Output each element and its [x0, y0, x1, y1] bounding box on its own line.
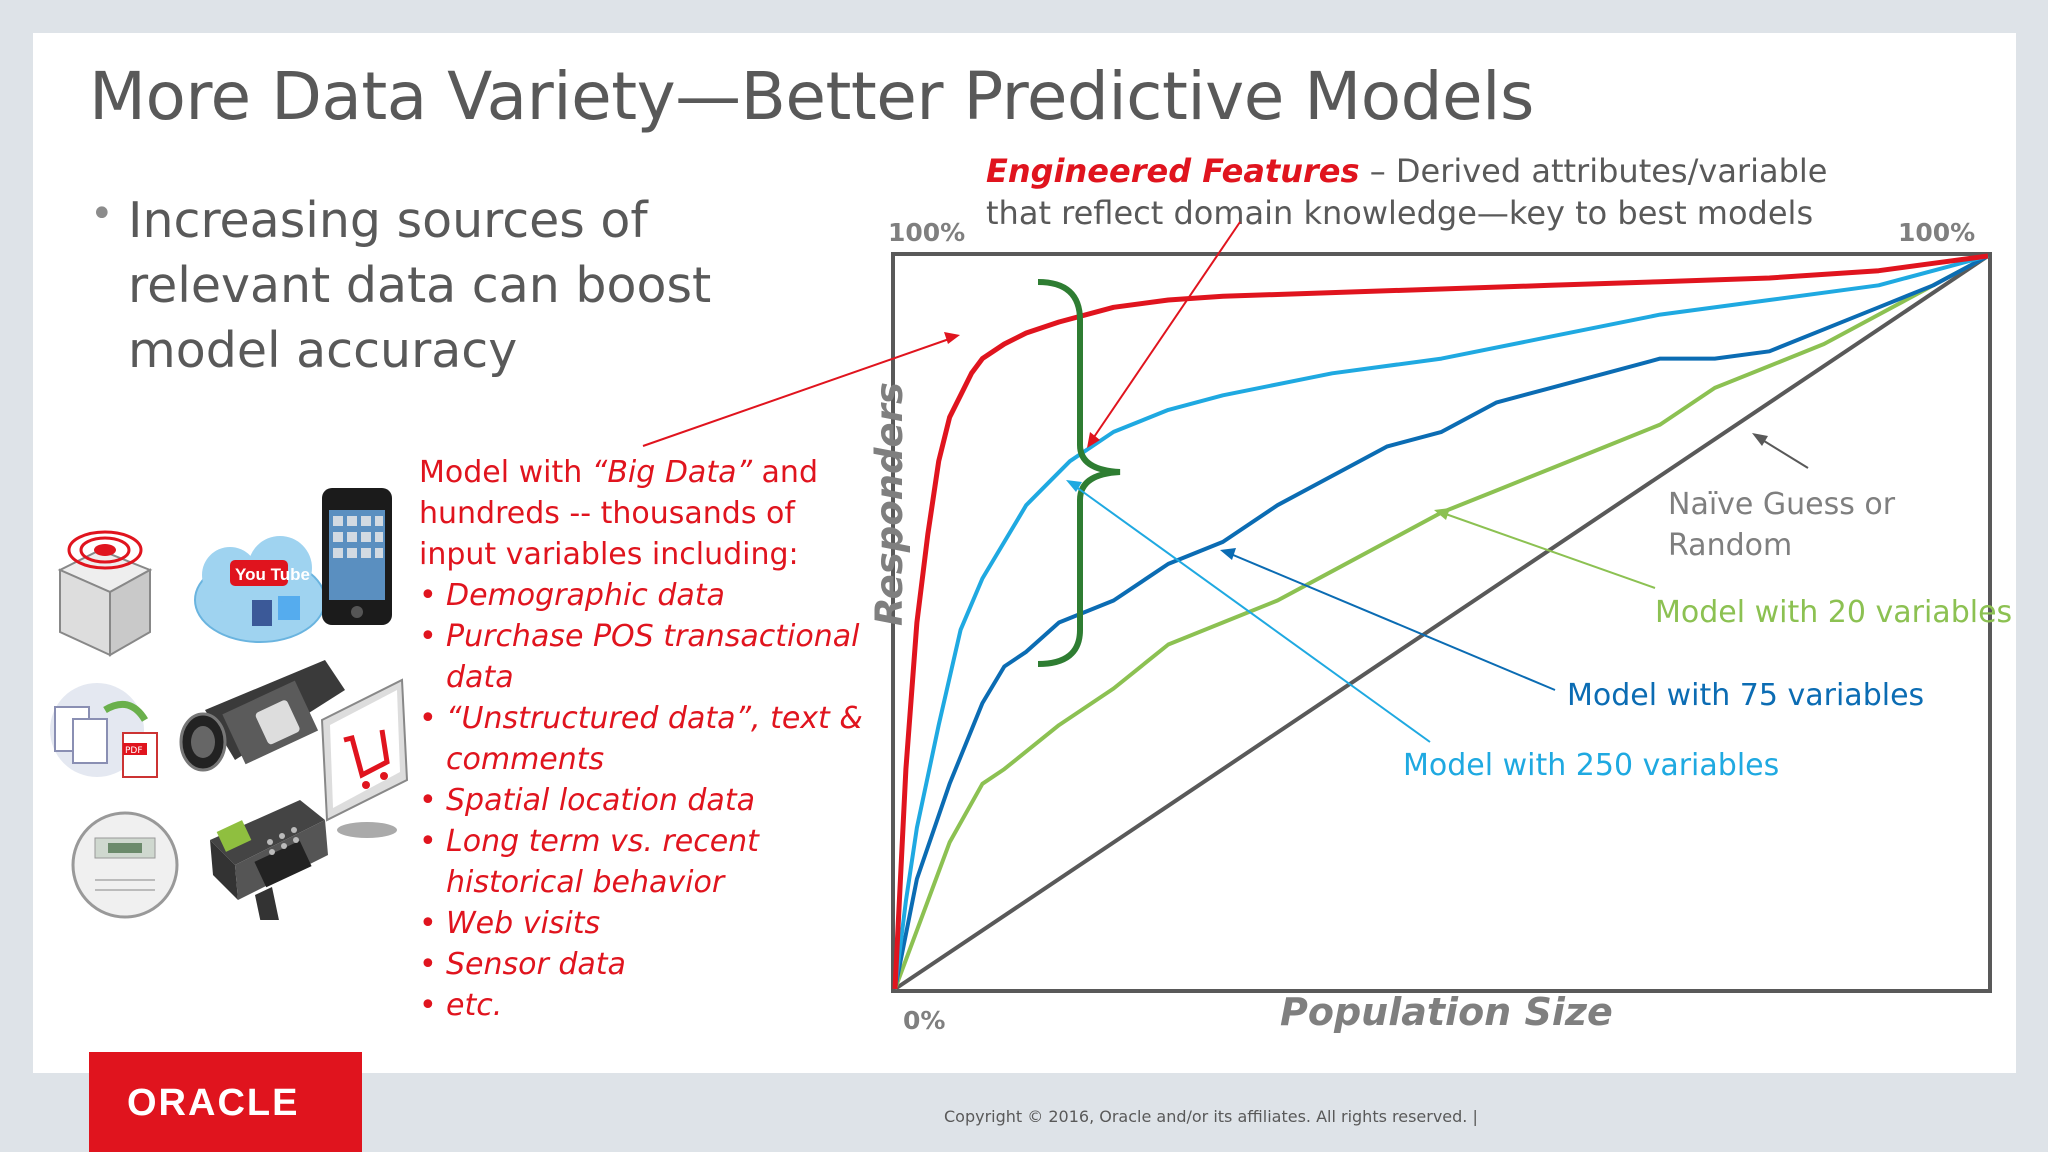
list-item: Demographic data	[419, 575, 879, 616]
radar-device-icon	[57, 530, 153, 657]
series-label-75: Model with 75 variables	[1567, 678, 1925, 713]
model-20-arrowhead	[1434, 508, 1450, 520]
annotation-layer	[642, 221, 1809, 743]
main-bullet-text: Increasing sources of relevant data can …	[128, 192, 712, 379]
smartphone-icon	[322, 488, 392, 625]
naive-arrowhead	[1752, 433, 1768, 446]
series-label-250: Model with 250 variables	[1403, 748, 1780, 783]
model-description: Model with “Big Data” and hundreds -- th…	[419, 452, 879, 1026]
model-250-arrowhead	[1066, 480, 1082, 492]
series-line-1	[893, 254, 1989, 990]
big-data-arrow	[642, 337, 953, 447]
y-axis-label: Responders	[868, 382, 911, 626]
series-label-20: Model with 20 variables	[1655, 595, 2013, 630]
engineered-arrowhead	[1087, 432, 1100, 448]
series-line-2	[893, 254, 1989, 990]
list-item: Web visits	[419, 903, 879, 944]
y-tick-label-left: 100%	[888, 218, 966, 247]
list-item: Purchase POS transactional data	[419, 616, 879, 698]
plot-frame	[891, 252, 1992, 993]
series-line-3	[893, 254, 1989, 990]
series-label-naive-text: Naïve Guess or Random	[1668, 487, 1896, 563]
copyright-footer: Copyright © 2016, Oracle and/or its affi…	[944, 1107, 1478, 1126]
engineered-features-text: – Derived attributes/variable that refle…	[986, 152, 1828, 232]
smart-meter-icon	[71, 811, 179, 919]
series-label-naive: Naïve Guess or Random	[1668, 484, 1908, 566]
big-data-arrowhead	[944, 332, 960, 344]
handheld-scanner-icon	[210, 800, 328, 920]
icon-collage: You Tube PDF	[50, 488, 409, 920]
list-item: Long term vs. recent historical behavior	[419, 821, 879, 903]
y-tick-label-right: 100%	[1898, 218, 1976, 247]
document-exchange-icon: PDF	[50, 683, 158, 778]
list-item: etc.	[419, 985, 879, 1026]
model-250-arrow	[1071, 483, 1431, 743]
model-20-arrow	[1439, 511, 1656, 589]
series-line-4	[893, 254, 1990, 991]
list-item: “Unstructured data”, text & comments	[419, 698, 879, 780]
model-intro-suffix: and hundreds -- thousands of input varia…	[419, 455, 818, 572]
engineered-features-brace	[1037, 279, 1121, 667]
main-bullet: • Increasing sources of relevant data ca…	[90, 188, 732, 383]
shopping-cart-monitor-icon	[320, 678, 409, 838]
svg-text:PDF: PDF	[125, 746, 143, 756]
engineered-arrow	[1091, 221, 1241, 441]
page-title: More Data Variety—Better Predictive Mode…	[89, 58, 1534, 135]
x-tick-label: 0%	[903, 1006, 946, 1035]
oracle-logo: ORACLE	[89, 1052, 362, 1152]
engineered-features-label: Engineered Features	[986, 152, 1360, 190]
series-line-0	[892, 253, 1989, 990]
logo-text: ORACLE	[127, 1082, 300, 1124]
engineered-features-note: Engineered Features – Derived attributes…	[986, 150, 1886, 234]
video-camera-icon	[179, 660, 345, 772]
svg-text:You Tube: You Tube	[235, 565, 310, 584]
series-layer	[892, 253, 1990, 991]
x-axis-label: Population Size	[1280, 990, 1613, 1034]
bullet-dot: •	[90, 191, 114, 237]
data-source-list: Demographic data Purchase POS transactio…	[419, 575, 879, 1026]
model-75-arrowhead	[1220, 548, 1236, 560]
list-item: Spatial location data	[419, 780, 879, 821]
model-intro-prefix: Model with	[419, 455, 592, 490]
model-75-arrow	[1225, 551, 1556, 691]
big-data-highlight: “Big Data”	[591, 455, 753, 490]
list-item: Sensor data	[419, 944, 879, 985]
